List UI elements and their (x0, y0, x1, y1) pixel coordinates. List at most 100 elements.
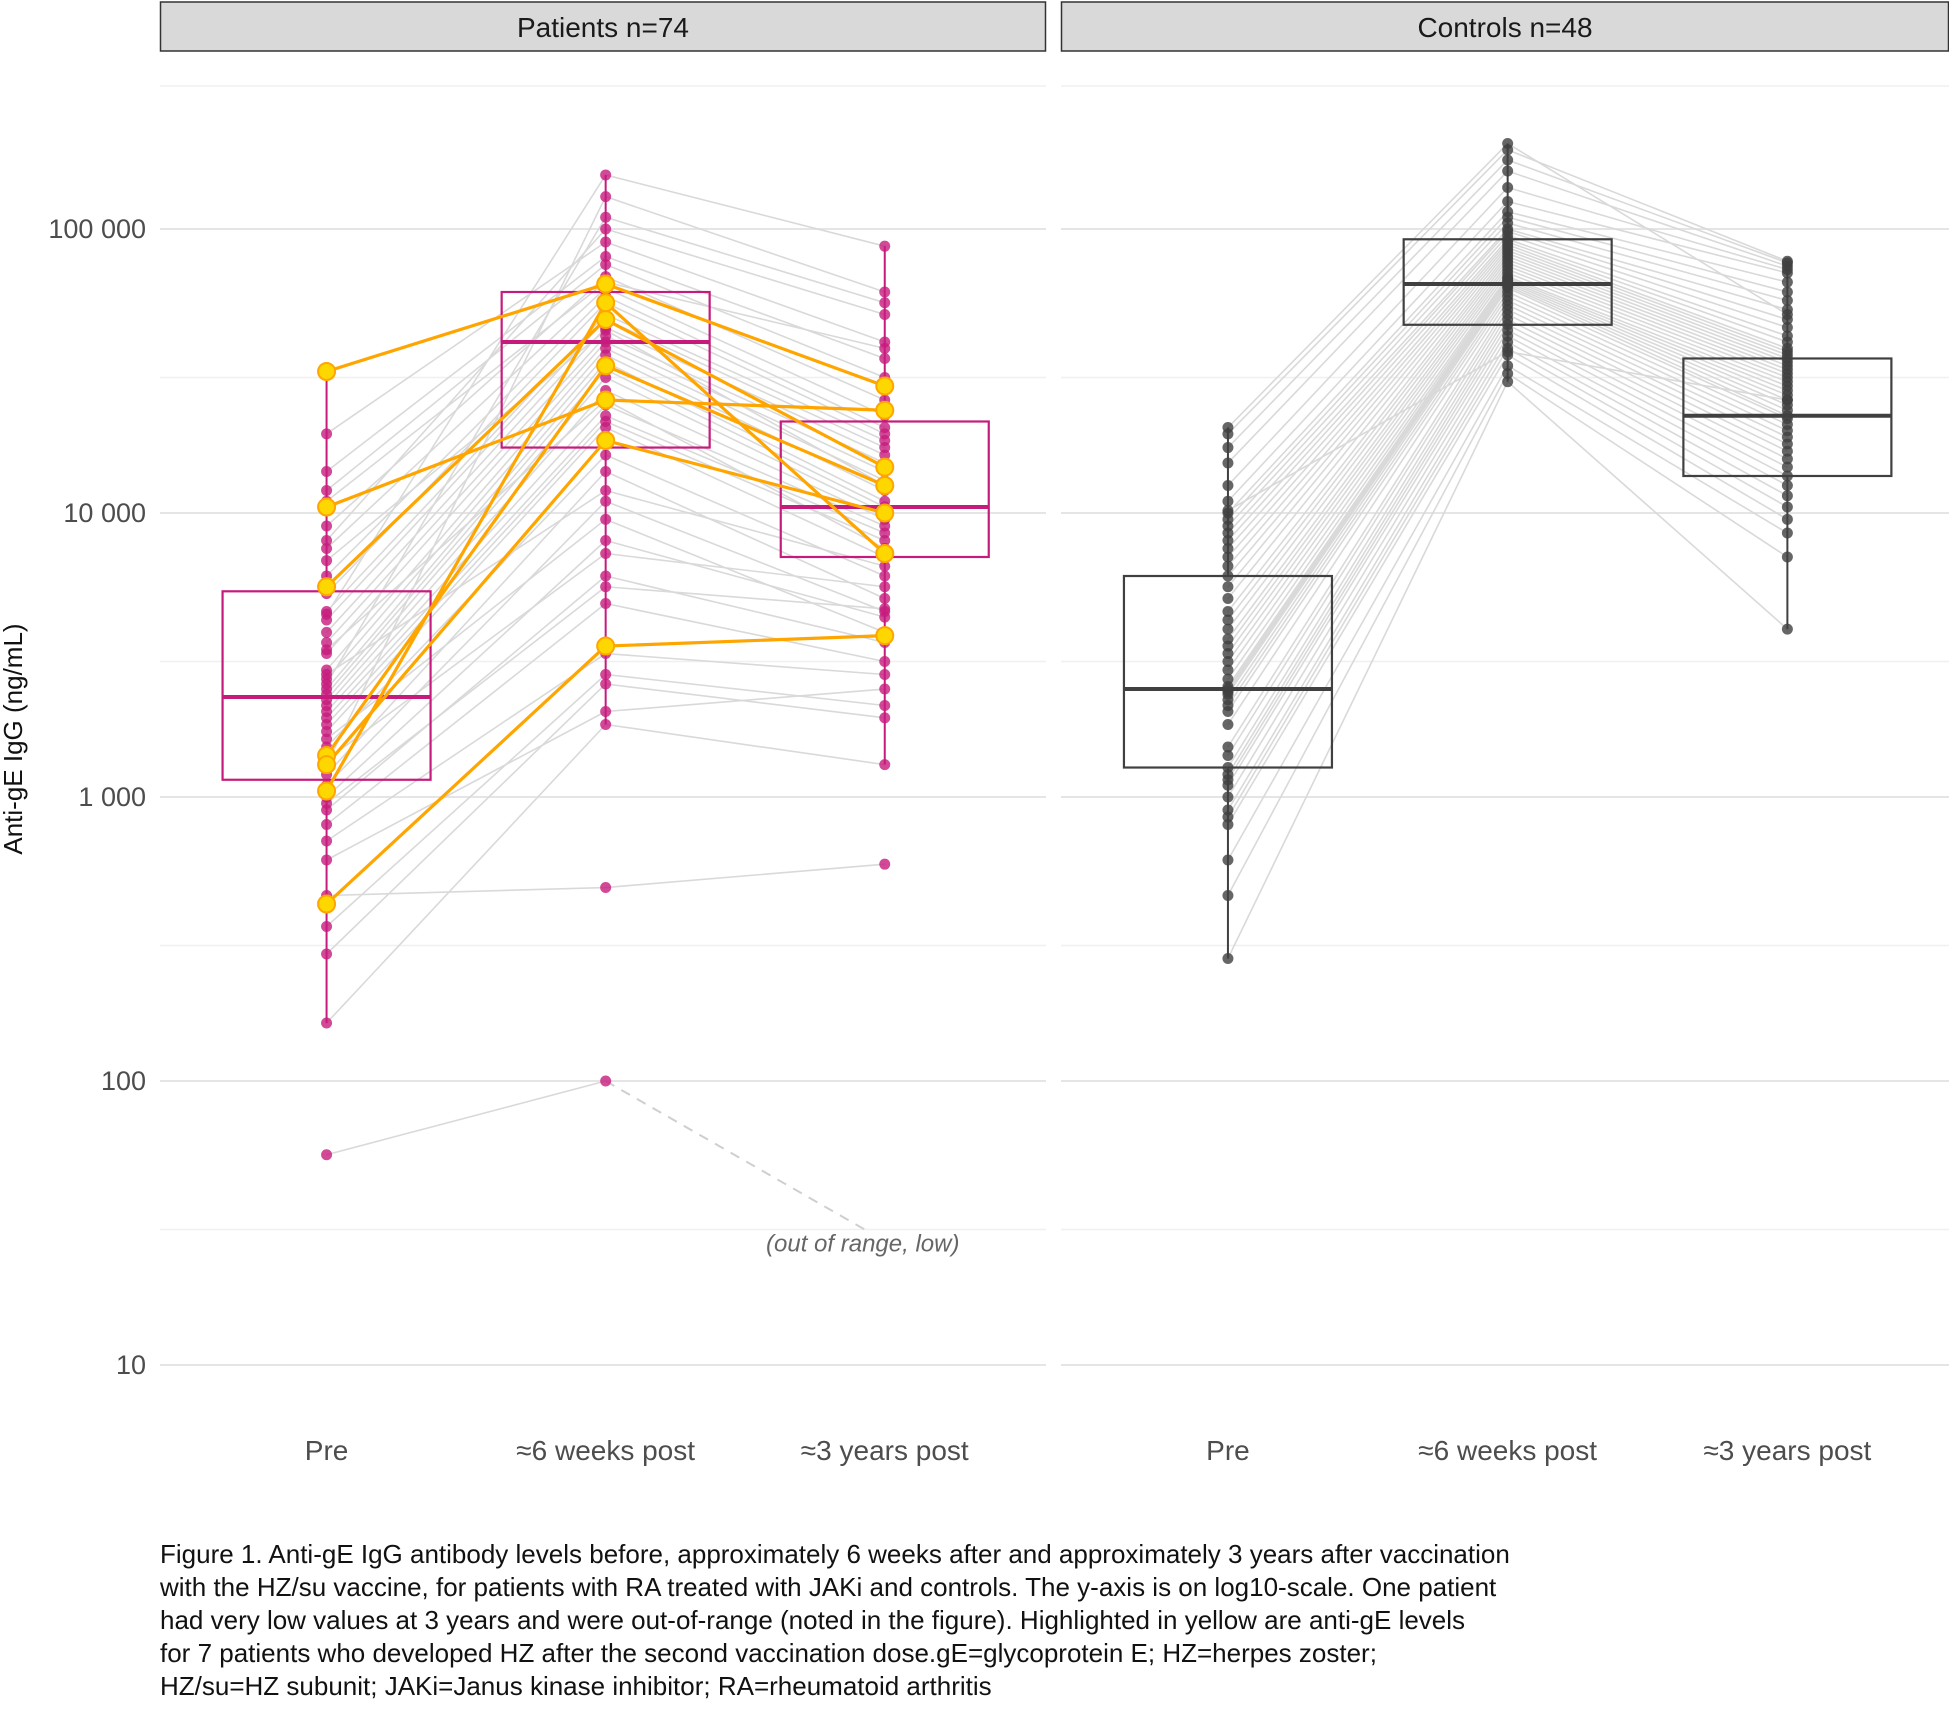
data-point (600, 495, 612, 507)
subject-line (604, 426, 886, 558)
data-point (1781, 308, 1793, 320)
data-point (1222, 551, 1234, 563)
subject-line (1506, 243, 1789, 350)
data-point (1222, 655, 1234, 667)
subject-line (325, 673, 607, 928)
data-point (1781, 286, 1793, 298)
data-point (321, 465, 333, 477)
data-point (1222, 749, 1234, 761)
data-point (321, 733, 333, 745)
subject-line (1227, 283, 1509, 693)
data-point (1222, 479, 1234, 491)
y-tick-label: 10 000 (63, 498, 146, 528)
subject-line (1227, 252, 1509, 613)
subject-line (1227, 222, 1509, 527)
caption-line: HZ/su=HZ subunit; JAKi=Janus kinase inhi… (160, 1671, 992, 1701)
subject-line (325, 652, 607, 842)
subject-line (604, 313, 886, 442)
subject-line (1506, 234, 1789, 329)
subject-line (604, 216, 886, 304)
subject-line (1506, 262, 1789, 371)
subject-line (1227, 216, 1509, 521)
subject-line (1227, 228, 1509, 534)
data-point (1781, 513, 1793, 525)
subject-line (1227, 170, 1509, 464)
subject-line (325, 263, 607, 492)
subject-line (604, 301, 886, 435)
subject-line (604, 454, 886, 577)
data-point (600, 570, 612, 582)
data-point (1222, 614, 1234, 626)
data-point (1222, 570, 1234, 582)
data-point (321, 668, 333, 680)
subject-line (1227, 341, 1509, 811)
data-point (1222, 592, 1234, 604)
data-point (1502, 181, 1514, 193)
subject-line (604, 585, 886, 610)
highlighted-point (596, 310, 616, 330)
subject-line (604, 347, 886, 482)
subject-line (1227, 186, 1509, 487)
subject-line (604, 399, 886, 550)
highlighted-point (875, 400, 895, 420)
data-point (1781, 470, 1793, 482)
data-point (600, 706, 612, 718)
subject-line (1506, 283, 1789, 406)
subject-line (1506, 295, 1789, 426)
data-point (879, 352, 891, 364)
highlighted-point (596, 293, 616, 313)
highlighted-point (875, 376, 895, 396)
highlighted-point (317, 497, 337, 517)
data-point (1222, 952, 1234, 964)
subject-line (1227, 364, 1509, 861)
subject-line (1506, 159, 1789, 264)
subject-line (325, 500, 607, 787)
data-point (600, 882, 612, 894)
data-point (1502, 367, 1514, 379)
highlighted-point (317, 577, 337, 597)
data-point (1502, 138, 1514, 150)
data-point (321, 485, 333, 497)
data-point (879, 592, 891, 604)
data-point (879, 759, 891, 771)
data-point (1222, 422, 1234, 434)
data-point (1222, 542, 1234, 554)
highlighted-point (596, 274, 616, 294)
subject-line (325, 420, 607, 726)
data-point (1222, 673, 1234, 685)
subject-line (1227, 299, 1509, 726)
subject-line (1227, 318, 1509, 776)
data-point (879, 683, 891, 695)
highlighted-point (317, 755, 337, 775)
data-point (879, 560, 891, 572)
subject-line (1227, 238, 1509, 558)
subject-line (1227, 159, 1509, 449)
data-point (1502, 165, 1514, 177)
subject-line (604, 489, 886, 567)
data-point (600, 581, 612, 593)
subject-line (604, 275, 886, 401)
highlighted-point (596, 356, 616, 376)
data-point (321, 555, 333, 567)
data-point (321, 608, 333, 620)
data-point (879, 286, 891, 298)
subject-line (1227, 323, 1509, 781)
data-point (600, 598, 612, 610)
subject-line (1506, 350, 1789, 401)
subject-line (604, 688, 886, 713)
data-point (600, 678, 612, 690)
subject-line (604, 575, 886, 644)
subject-line (1227, 249, 1509, 600)
subject-line (1506, 255, 1789, 363)
subject-line (1227, 265, 1509, 647)
y-tick-label: 1 000 (78, 782, 146, 812)
subject-line (1506, 252, 1789, 360)
subject-line (1506, 149, 1789, 263)
subject-line (325, 341, 607, 655)
data-point (600, 668, 612, 680)
subject-line (604, 174, 886, 247)
data-point (1222, 457, 1234, 469)
data-point (1222, 605, 1234, 617)
subject-line (1506, 216, 1789, 293)
subject-line (1506, 258, 1789, 367)
